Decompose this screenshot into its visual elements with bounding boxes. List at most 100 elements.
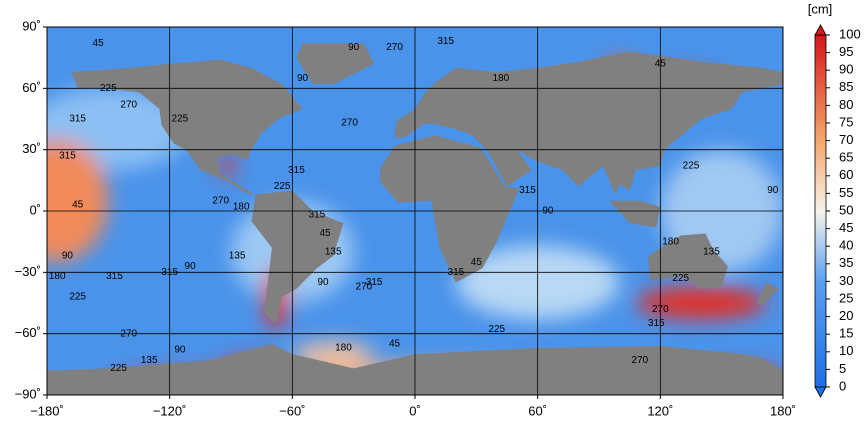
y-tick-label: 30˚: [22, 141, 41, 156]
colorbar-tick-label: 100: [839, 26, 861, 41]
amplitude-patch: [47, 139, 109, 262]
colorbar-tick-label: 75: [839, 114, 853, 129]
contour-label: 135: [325, 247, 342, 258]
landmass: [648, 233, 728, 289]
contour-label: 225: [274, 181, 291, 192]
contour-label: 45: [93, 38, 105, 49]
contour-label: 180: [49, 271, 66, 282]
grid: [47, 27, 783, 395]
x-tick-label: 120˚: [647, 403, 673, 418]
colorbar: [814, 34, 827, 388]
landmass: [394, 51, 783, 195]
colorbar-tick-label: 0: [839, 378, 846, 393]
x-tick-label: 0˚: [409, 403, 421, 418]
contour-label: 315: [648, 318, 665, 329]
contour-label: 90: [542, 206, 554, 217]
colorbar-tick-label: 80: [839, 97, 853, 112]
contour-label: 270: [120, 328, 137, 339]
amplitude-patch: [218, 155, 236, 177]
contour-label: 90: [185, 261, 197, 272]
colorbar-tick-label: 40: [839, 238, 853, 253]
colorbar-tick-label: 5: [839, 361, 846, 376]
contour-label: 90: [317, 277, 329, 288]
colorbar-tick-label: 20: [839, 308, 853, 323]
contour-label: 315: [448, 267, 465, 278]
contour-label: 225: [488, 324, 505, 335]
contour-label: 315: [59, 150, 76, 161]
amplitude-patch: [635, 286, 767, 320]
contour-label: 90: [767, 185, 779, 196]
contour-label: 45: [389, 339, 401, 350]
contour-label: 45: [471, 257, 483, 268]
contour-label: 90: [62, 251, 74, 262]
colorbar-max-arrow: [814, 24, 827, 36]
colorbar-tick-label: 90: [839, 62, 853, 77]
colorbar-tick-label: 35: [839, 255, 853, 270]
colorbar-tick-label: 70: [839, 132, 853, 147]
landmass: [609, 200, 661, 228]
y-tick-label: 0˚: [29, 202, 41, 217]
colorbar-tick-label: 60: [839, 167, 853, 182]
contour-label: 315: [309, 210, 326, 221]
colorbar-tick-label: 30: [839, 273, 853, 288]
y-tick-label: −60˚: [15, 325, 41, 340]
contour-label: 270: [356, 281, 373, 292]
colorbar-tick-label: 85: [839, 79, 853, 94]
colorbar-tick-label: 25: [839, 290, 853, 305]
landmass: [251, 190, 344, 324]
contour-label: 90: [174, 345, 186, 356]
x-tick-label: −60˚: [279, 403, 305, 418]
y-tick-label: 60˚: [22, 80, 41, 95]
x-tick-label: 60˚: [528, 403, 547, 418]
contour-label: 225: [69, 292, 86, 303]
landmass: [756, 282, 779, 306]
contour-label: 225: [100, 83, 117, 94]
contour-label: 315: [366, 277, 383, 288]
contour-label: 315: [161, 267, 178, 278]
contour-label: 225: [672, 273, 689, 284]
y-tick-label: 90˚: [22, 18, 41, 33]
landmass: [71, 59, 303, 195]
contour-label: 270: [212, 195, 229, 206]
colorbar-tick-label: 15: [839, 326, 853, 341]
contour-label: 315: [106, 271, 123, 282]
contour-label: 45: [655, 58, 667, 69]
landmass: [296, 43, 375, 85]
x-tick-label: −120˚: [153, 403, 187, 418]
contour-label: 270: [386, 42, 403, 53]
contour-label: 180: [233, 202, 250, 213]
contour-label: 315: [437, 36, 454, 47]
y-tick-label: −30˚: [15, 264, 41, 279]
y-tick-label: −90˚: [15, 386, 41, 401]
x-tick-label: 180˚: [770, 403, 796, 418]
contour-label: 135: [141, 355, 158, 366]
contour-label: 90: [297, 73, 309, 84]
contour-label: 180: [335, 343, 352, 354]
contour-label: 270: [652, 304, 669, 315]
contour-label: 180: [493, 73, 510, 84]
contour-label: 315: [288, 165, 305, 176]
contour-label: 270: [632, 355, 649, 366]
contour-label: 270: [341, 118, 358, 129]
contour-label: 315: [69, 114, 86, 125]
contour-label: 225: [172, 114, 189, 125]
contour-label: 45: [72, 200, 84, 211]
colorbar-tick-label: 65: [839, 150, 853, 165]
contour-label: 270: [120, 99, 137, 110]
colorbar-tick-label: 45: [839, 220, 853, 235]
contour-label: 225: [683, 161, 700, 172]
colorbar-tick-label: 10: [839, 343, 853, 358]
contour-label: 225: [110, 363, 127, 374]
contour-label: 45: [319, 228, 331, 239]
contour-label: 90: [348, 42, 360, 53]
contour-label: 135: [229, 251, 246, 262]
colorbar-min-arrow: [814, 386, 827, 398]
colorbar-tick-label: 95: [839, 44, 853, 59]
x-tick-label: −180˚: [30, 403, 64, 418]
contour-label: 315: [519, 185, 536, 196]
contour-label: 135: [703, 247, 720, 258]
colorbar-tick-label: 55: [839, 185, 853, 200]
